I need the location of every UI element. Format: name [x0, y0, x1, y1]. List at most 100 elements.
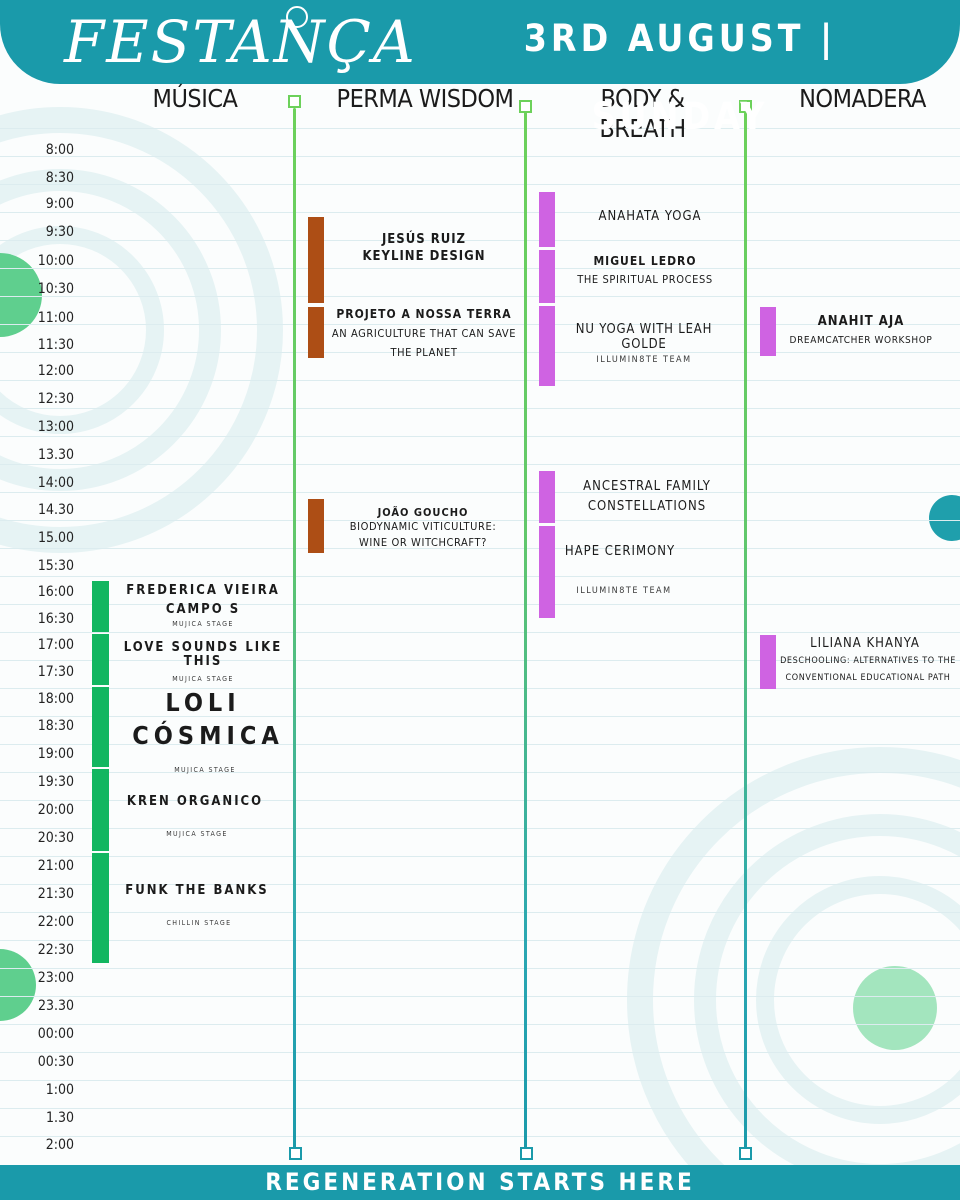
time-label: 20:00 [37, 802, 74, 818]
event-description: WINE OR WITCHCRAFT? [358, 536, 488, 549]
event-artist: LOVE SOUNDS LIKE [123, 640, 283, 655]
event-description: DREAMCATCHER WORKSHOP [789, 335, 933, 346]
logo-spiral-icon [286, 6, 308, 28]
event-stage: MUJICA STAGE [172, 620, 234, 628]
event-description: THE PLANET [390, 346, 458, 359]
divider-node-top [519, 100, 532, 113]
divider-node-bottom [739, 1147, 752, 1160]
time-label: 21:00 [37, 858, 74, 874]
time-label: 17:00 [37, 637, 74, 653]
time-label: 11:00 [37, 310, 74, 326]
divider-node-top [288, 95, 301, 108]
time-label: 00:30 [37, 1054, 74, 1070]
time-label: 9:00 [45, 196, 74, 212]
time-label: 22:00 [37, 914, 74, 930]
event-speaker: MIGUEL LEDRO [593, 254, 697, 268]
event-bar [308, 217, 324, 303]
time-label: 8:00 [45, 142, 74, 158]
event-bar [92, 687, 109, 767]
event-team: ILLUMIN8TE TEAM [576, 586, 672, 596]
event-bar [539, 306, 555, 386]
event-speaker: JOÃO GOUCHO [377, 506, 469, 519]
column-title-musica: MÚSICA [152, 84, 238, 113]
event-artist: CÓSMICA [132, 721, 284, 750]
event-title: ANCESTRAL FAMILY [583, 479, 711, 494]
event-speaker: ANAHIT AJA [817, 314, 905, 329]
event-artist: FREDERICA VIEIRA [126, 583, 280, 598]
column-title-nomadera: NOMADERA [799, 84, 926, 113]
time-label: 23.30 [37, 998, 74, 1014]
event-description: DESCHOOLING: ALTERNATIVES TO THE [780, 656, 956, 666]
event-team: ILLUMIN8TE TEAM [596, 355, 692, 365]
time-label: 19:00 [37, 746, 74, 762]
event-artist: LOLI [165, 688, 241, 717]
event-speaker: LILIANA KHANYA [810, 636, 920, 651]
time-label: 15.00 [37, 530, 74, 546]
footer-tagline: REGENERATION STARTS HERE [265, 1168, 695, 1196]
header-banner [0, 0, 960, 84]
event-title: HAPE CERIMONY [564, 544, 676, 559]
time-label: 8:30 [45, 170, 74, 186]
event-title: ANAHATA YOGA [598, 209, 702, 224]
time-label: 1.30 [45, 1110, 74, 1126]
time-label: 16:00 [37, 584, 74, 600]
event-artist: CAMPO S [165, 602, 241, 617]
event-bar [760, 307, 776, 356]
event-bar [92, 581, 109, 632]
time-label: 9:30 [45, 224, 74, 240]
time-label: 11:30 [37, 337, 74, 353]
time-label: 14:00 [37, 475, 74, 491]
event-stage: CHILLIN STAGE [166, 919, 232, 927]
event-speaker: KEYLINE DESIGN [362, 249, 486, 264]
event-stage: MUJICA STAGE [166, 830, 228, 838]
event-speaker: PROJETO A NOSSA TERRA [336, 307, 512, 321]
event-artist: FUNK THE BANKS [125, 883, 269, 898]
event-description: CONVENTIONAL EDUCATIONAL PATH [785, 673, 951, 683]
event-description: AN AGRICULTURE THAT CAN SAVE [331, 327, 517, 340]
time-label: 12:30 [37, 391, 74, 407]
event-artist: THIS [183, 654, 223, 669]
event-bar [92, 634, 109, 685]
time-label: 13:00 [37, 419, 74, 435]
column-divider [744, 112, 747, 1152]
event-artist: KREN ORGANICO [126, 794, 264, 809]
event-speaker: JESÚS RUIZ [381, 232, 467, 247]
time-label: 22:30 [37, 942, 74, 958]
event-description: BIODYNAMIC VITICULTURE: [349, 520, 497, 533]
divider-node-bottom [289, 1147, 302, 1160]
column-title-perma-wisdom: PERMA WISDOM [336, 84, 514, 113]
event-description: THE SPIRITUAL PROCESS [577, 273, 713, 286]
time-label: 21:30 [37, 886, 74, 902]
time-label: 18:30 [37, 718, 74, 734]
time-label: 19:30 [37, 774, 74, 790]
divider-node-top [739, 100, 752, 113]
festanca-logo: FESTANÇA [64, 8, 417, 76]
time-label: 12:00 [37, 363, 74, 379]
event-bar [760, 635, 776, 689]
time-label: 2:00 [45, 1137, 74, 1153]
event-stage: MUJICA STAGE [172, 675, 234, 683]
time-label: 18:00 [37, 691, 74, 707]
time-label: 14.30 [37, 502, 74, 518]
column-divider [293, 108, 296, 1152]
event-bar [308, 307, 324, 358]
event-bar [92, 769, 109, 851]
column-title-body-breath: BODY & BREATH [599, 84, 686, 143]
event-bar [539, 192, 555, 247]
column-divider [524, 112, 527, 1152]
event-date: 3RD AUGUST | SUNDAY [523, 17, 837, 138]
event-bar [539, 526, 555, 618]
time-label: 16:30 [37, 611, 74, 627]
event-bar [92, 853, 109, 963]
event-stage: MUJICA STAGE [174, 766, 236, 774]
time-label: 15:30 [37, 558, 74, 574]
time-label: 10:30 [37, 281, 74, 297]
event-title: CONSTELLATIONS [587, 499, 707, 514]
event-bar [539, 250, 555, 303]
time-label: 1:00 [45, 1082, 74, 1098]
time-label: 13.30 [37, 447, 74, 463]
time-label: 17:30 [37, 664, 74, 680]
time-label: 00:00 [37, 1026, 74, 1042]
event-bar [539, 471, 555, 523]
time-label: 23:00 [37, 970, 74, 986]
